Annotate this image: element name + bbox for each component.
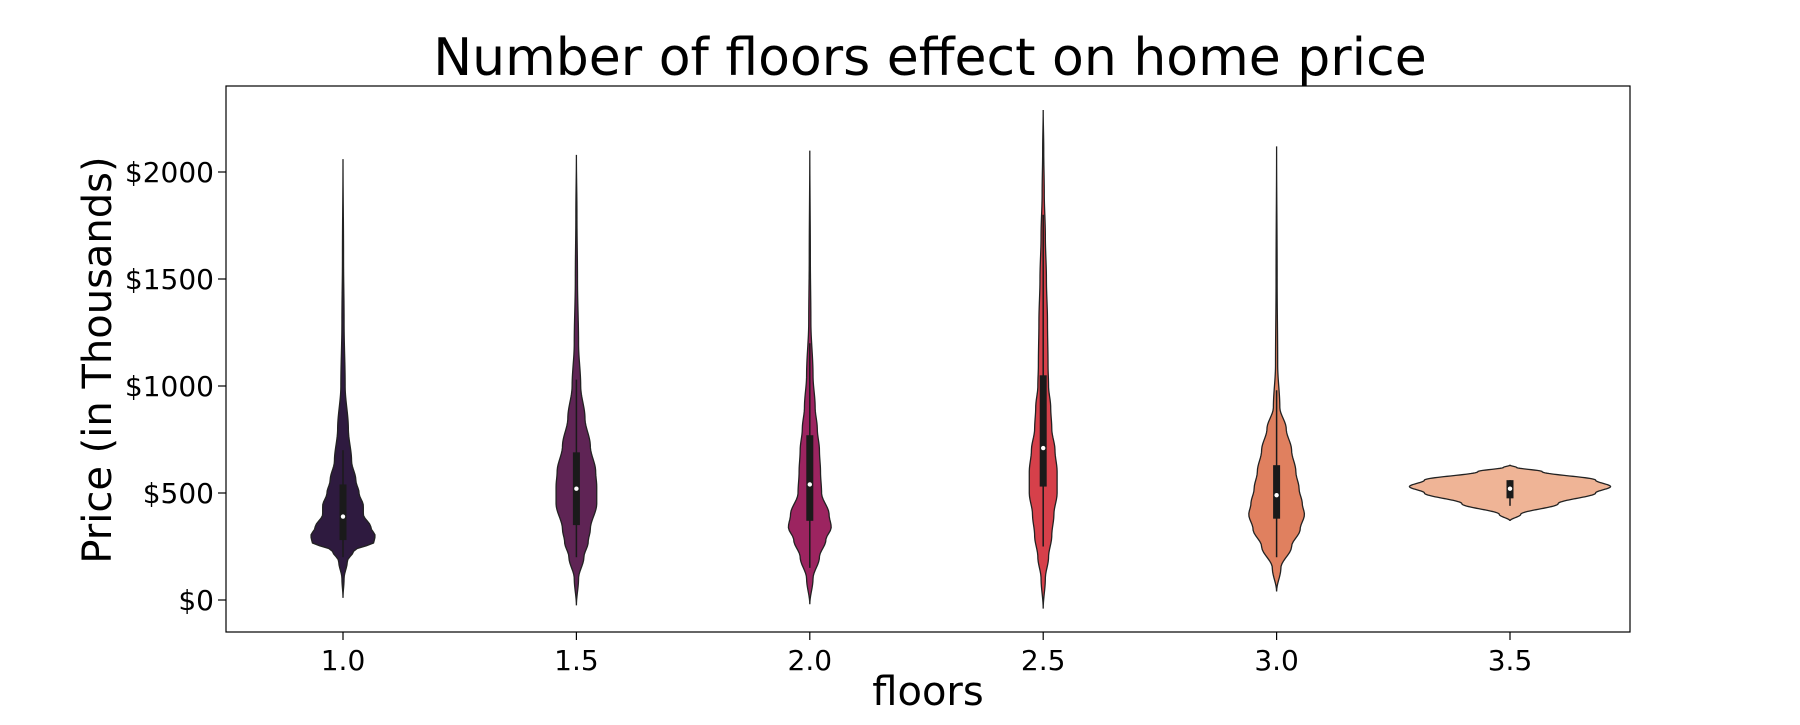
violin-iqr-box: [339, 484, 347, 541]
x-axis-label: floors: [872, 669, 983, 715]
violin-1.0: [310, 159, 376, 598]
violin-3.5: [1408, 464, 1612, 521]
y-axis-label: Price (in Thousands): [75, 156, 121, 563]
violin-median: [1041, 445, 1046, 451]
violin-2.0: [787, 150, 832, 605]
y-tick-label: $1500: [125, 263, 214, 296]
violin-3.0: [1248, 146, 1306, 592]
violin-1.5: [555, 154, 598, 606]
violin-median: [807, 482, 812, 487]
plot-frame: [225, 85, 1631, 633]
violin-body: [1248, 146, 1306, 592]
violin-iqr-box: [1273, 465, 1281, 519]
violin-median: [1507, 486, 1513, 491]
chart-title: Number of floors effect on home price: [433, 28, 1426, 88]
y-tick-label: $2000: [125, 156, 214, 189]
violin-iqr-box: [1039, 375, 1047, 487]
violins-group: [310, 109, 1612, 609]
violin-median: [340, 514, 346, 519]
x-tick-label: 3.0: [1254, 644, 1299, 677]
y-tick-label: $500: [143, 477, 214, 510]
violin-body: [310, 159, 376, 598]
x-axis: 1.0 1.5 2.0 2.5 3.0 3.5: [321, 632, 1533, 677]
violin-median: [1274, 492, 1279, 498]
x-tick-label: 3.5: [1488, 644, 1533, 677]
y-tick-label: $0: [178, 584, 214, 617]
violin-2.5: [1028, 109, 1058, 609]
x-tick-label: 2.5: [1021, 644, 1066, 677]
x-tick-label: 1.0: [321, 644, 366, 677]
y-tick-label: $1000: [125, 370, 214, 403]
x-tick-label: 2.0: [788, 644, 833, 677]
x-tick-label: 1.5: [554, 644, 599, 677]
violin-median: [574, 486, 579, 491]
violin-iqr-box: [806, 435, 814, 521]
y-axis: $0 $500 $1000 $1500 $2000: [125, 156, 226, 617]
